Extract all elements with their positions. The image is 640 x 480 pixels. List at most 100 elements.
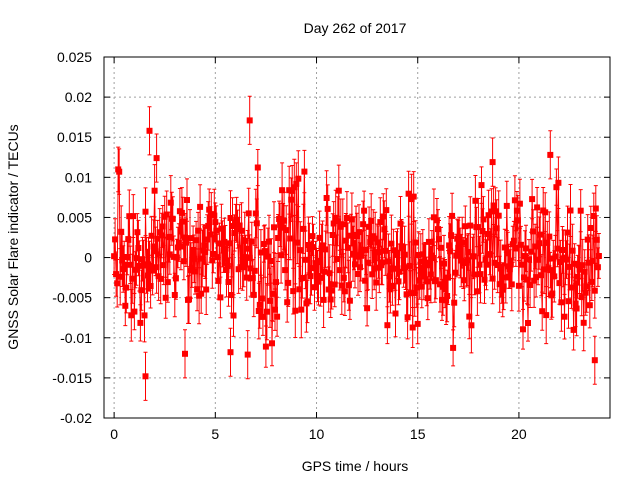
data-point bbox=[301, 168, 308, 175]
data-point bbox=[561, 313, 568, 320]
data-point bbox=[252, 210, 259, 217]
data-point bbox=[513, 207, 520, 214]
data-point bbox=[272, 306, 278, 313]
x-tick-label: 15 bbox=[410, 426, 426, 442]
data-point bbox=[137, 319, 144, 326]
data-point bbox=[570, 326, 577, 333]
data-point bbox=[197, 203, 204, 210]
data-point bbox=[520, 326, 526, 333]
data-point bbox=[575, 262, 582, 269]
data-point bbox=[579, 262, 586, 269]
data-point bbox=[207, 231, 214, 238]
data-point bbox=[482, 256, 489, 263]
data-point bbox=[182, 234, 188, 241]
data-point bbox=[406, 262, 413, 269]
data-point bbox=[371, 265, 378, 272]
data-point bbox=[338, 282, 345, 289]
data-point bbox=[391, 265, 398, 272]
y-axis-title: GNSS Solar Flare indicator / TECUs bbox=[5, 124, 21, 349]
data-point bbox=[248, 238, 255, 245]
data-point bbox=[504, 250, 511, 257]
data-point bbox=[566, 263, 573, 270]
data-point bbox=[266, 238, 272, 245]
data-point bbox=[493, 225, 500, 232]
data-point bbox=[261, 248, 268, 255]
data-point bbox=[439, 296, 445, 303]
data-point bbox=[457, 250, 464, 256]
data-point bbox=[475, 224, 482, 231]
data-point bbox=[221, 238, 228, 245]
data-point bbox=[499, 286, 506, 293]
data-point bbox=[157, 275, 164, 282]
data-point bbox=[256, 301, 263, 308]
data-point bbox=[236, 222, 243, 229]
data-point bbox=[122, 302, 129, 309]
data-point bbox=[356, 229, 362, 236]
data-point bbox=[342, 237, 349, 244]
data-point bbox=[358, 252, 364, 259]
data-point bbox=[267, 297, 273, 304]
y-tick-label: -0.005 bbox=[52, 290, 92, 306]
data-point bbox=[121, 262, 128, 268]
data-point bbox=[425, 238, 432, 245]
data-point bbox=[141, 312, 148, 319]
data-point bbox=[511, 197, 518, 204]
data-point bbox=[551, 273, 558, 280]
data-point bbox=[476, 261, 483, 268]
data-point bbox=[528, 248, 535, 255]
data-point bbox=[386, 273, 393, 280]
data-point bbox=[442, 280, 448, 287]
data-point bbox=[147, 283, 154, 289]
data-point bbox=[258, 295, 265, 302]
data-point bbox=[571, 260, 578, 267]
data-point bbox=[227, 349, 234, 356]
data-point bbox=[569, 247, 576, 254]
data-point bbox=[246, 117, 253, 124]
data-point bbox=[158, 232, 165, 239]
data-point bbox=[160, 262, 167, 269]
data-point bbox=[150, 243, 157, 250]
data-point bbox=[269, 340, 275, 347]
data-point bbox=[497, 265, 504, 272]
data-point bbox=[312, 260, 319, 267]
data-point bbox=[202, 249, 209, 256]
data-point bbox=[361, 207, 368, 214]
data-point bbox=[127, 261, 134, 268]
data-point bbox=[527, 282, 534, 288]
data-point bbox=[250, 291, 257, 298]
data-point bbox=[487, 251, 494, 258]
data-point bbox=[316, 234, 323, 241]
data-point bbox=[129, 275, 136, 282]
data-point bbox=[490, 202, 497, 209]
data-point bbox=[274, 313, 281, 320]
y-tick-label: 0.015 bbox=[57, 129, 92, 145]
y-tick-label: -0.015 bbox=[52, 370, 92, 386]
data-point bbox=[322, 246, 329, 253]
data-point bbox=[128, 312, 135, 319]
data-point bbox=[201, 242, 208, 249]
data-point bbox=[451, 299, 458, 306]
data-point bbox=[466, 313, 473, 320]
data-point bbox=[217, 294, 224, 301]
data-point bbox=[323, 195, 330, 201]
data-point bbox=[251, 267, 258, 274]
data-point bbox=[402, 264, 409, 271]
data-point bbox=[135, 245, 142, 251]
data-point bbox=[541, 266, 548, 273]
data-point bbox=[148, 232, 155, 239]
data-point bbox=[401, 251, 408, 258]
data-point bbox=[225, 279, 232, 285]
data-point bbox=[480, 216, 487, 223]
data-point bbox=[585, 259, 592, 266]
data-point bbox=[360, 221, 367, 228]
data-point bbox=[271, 224, 277, 231]
data-point bbox=[374, 239, 381, 246]
data-point bbox=[491, 259, 498, 266]
data-point bbox=[268, 258, 274, 264]
data-point bbox=[186, 296, 192, 303]
data-point bbox=[557, 259, 564, 265]
data-point bbox=[485, 212, 492, 219]
data-point bbox=[577, 207, 584, 214]
data-point bbox=[317, 274, 324, 281]
data-point bbox=[363, 246, 370, 253]
